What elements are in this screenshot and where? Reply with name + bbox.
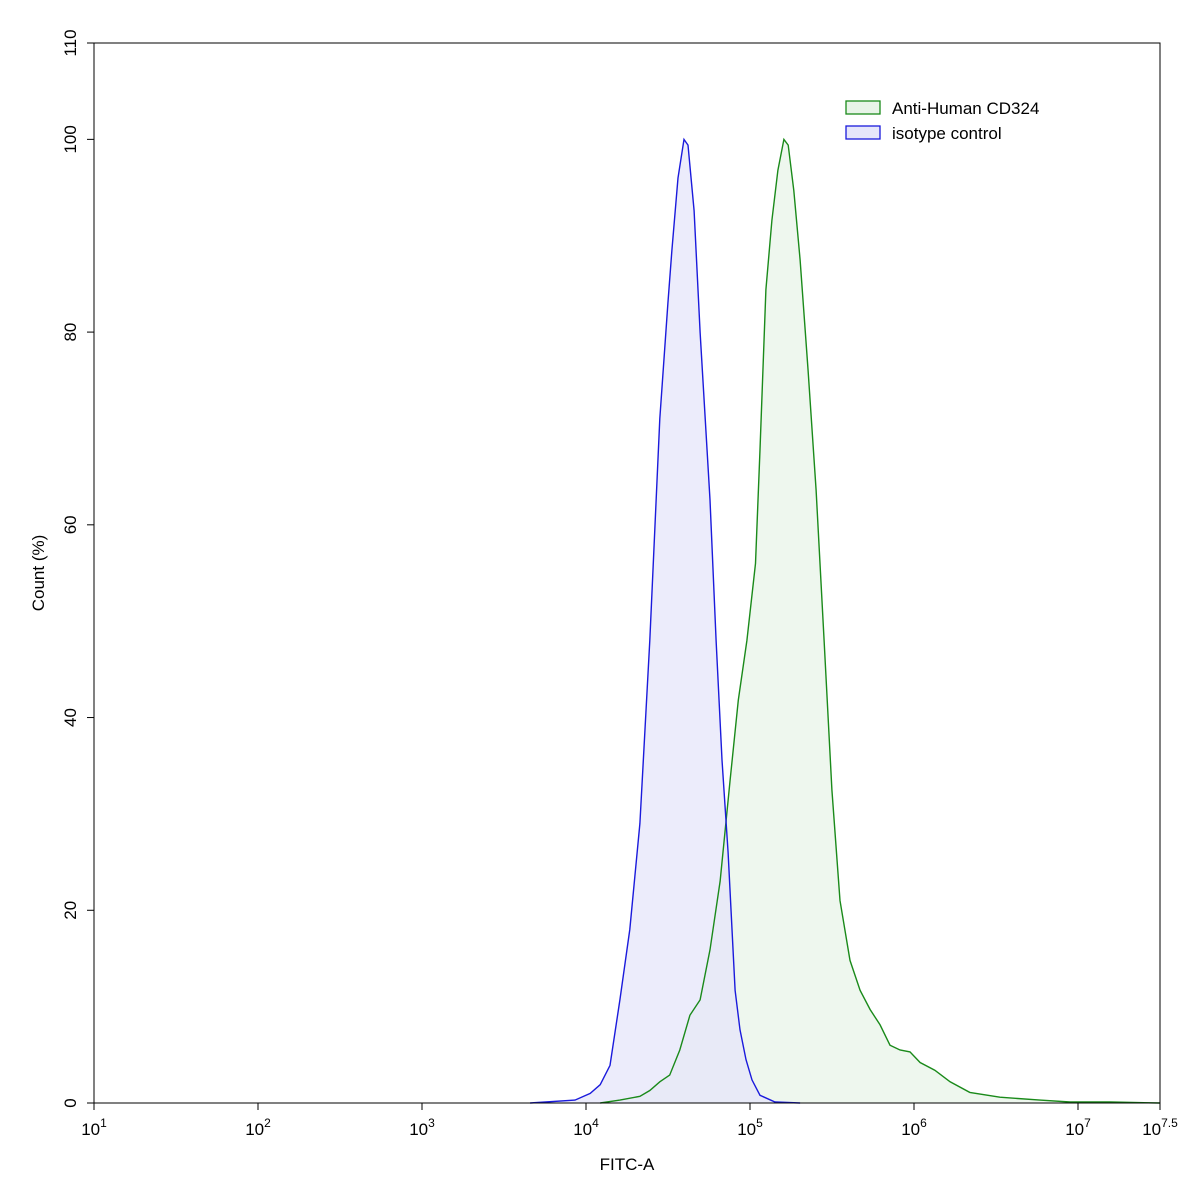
x-tick-exponent: 2 [264,1116,271,1130]
x-tick-label: 107 [1065,1116,1091,1139]
x-tick-exponent: 7.5 [1161,1116,1178,1130]
y-tick-label: 40 [61,708,80,727]
x-tick-exponent: 7 [1084,1116,1091,1130]
x-tick-exponent: 6 [920,1116,927,1130]
y-tick-label: 0 [61,1098,80,1107]
x-tick-exponent: 3 [428,1116,435,1130]
x-axis-label: FITC-A [600,1155,655,1174]
y-axis-label: Count (%) [29,535,48,612]
x-tick-exponent: 5 [756,1116,763,1130]
x-tick-label: 105 [737,1116,763,1139]
legend-label: Anti-Human CD324 [892,99,1039,118]
x-tick-base: 10 [1142,1120,1161,1139]
x-tick-base: 10 [81,1120,100,1139]
y-tick-label: 100 [61,125,80,153]
area-fill [530,139,801,1103]
x-tick-base: 10 [573,1120,592,1139]
y-tick-label: 80 [61,323,80,342]
x-tick-base: 10 [1065,1120,1084,1139]
x-tick-label: 103 [409,1116,435,1139]
x-tick-label: 104 [573,1116,599,1139]
x-tick-base: 10 [901,1120,920,1139]
x-tick-base: 10 [245,1120,264,1139]
x-tick-base: 10 [409,1120,428,1139]
x-tick-label: 101 [81,1116,107,1139]
x-tick-base: 10 [737,1120,756,1139]
x-tick-exponent: 1 [100,1116,107,1130]
x-tick-exponent: 4 [592,1116,599,1130]
x-tick-label: 106 [901,1116,927,1139]
y-tick-label: 110 [61,29,80,56]
plot-frame [93,42,1161,1104]
histogram-line [530,137,801,1104]
legend-swatch [845,125,881,140]
x-tick-label: 107.5 [1142,1116,1178,1139]
legend-swatch [845,100,881,115]
x-tick-label: 102 [245,1116,271,1139]
area-fill [600,139,1160,1103]
y-tick-label: 60 [61,515,80,534]
legend-label: isotype control [892,124,1002,143]
y-tick-label: 20 [61,901,80,920]
histogram-line [600,137,1160,1104]
